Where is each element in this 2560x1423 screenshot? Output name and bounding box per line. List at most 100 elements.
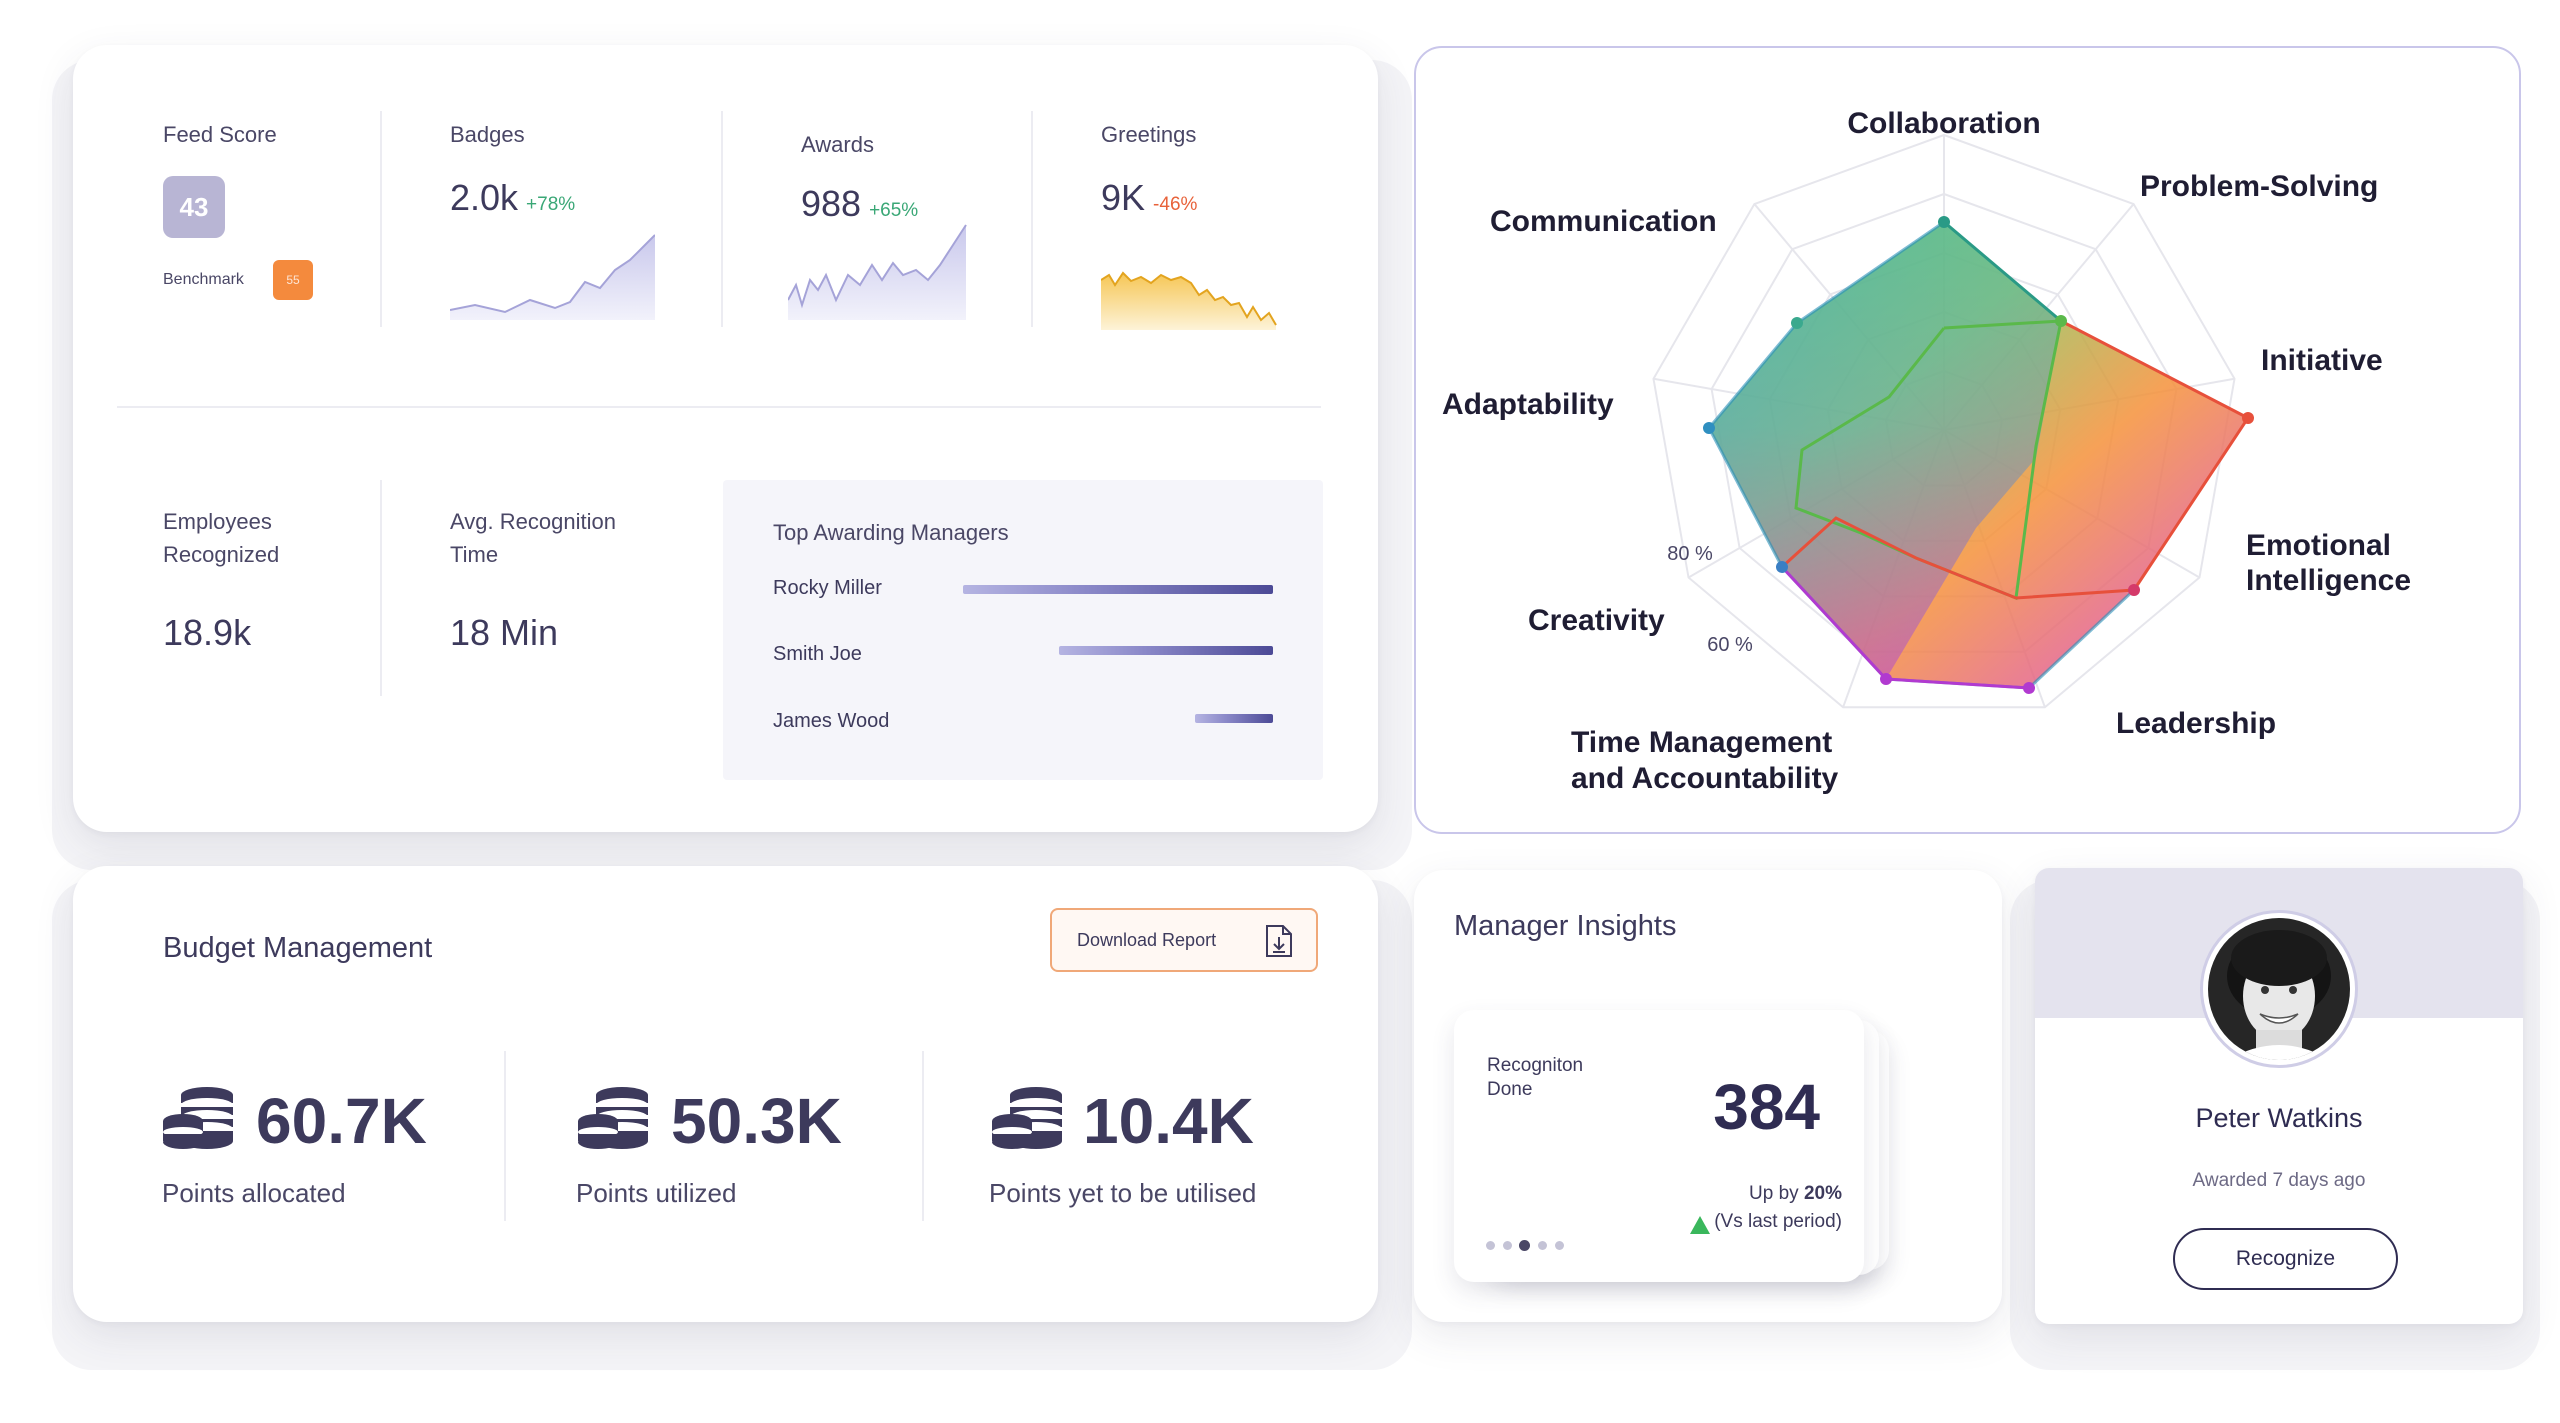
- radar-axis-label: Adaptability: [1442, 388, 1614, 421]
- badges-label: Badges: [450, 122, 525, 147]
- badges-sparkline: [450, 234, 655, 320]
- greetings-label: Greetings: [1101, 122, 1197, 147]
- radar-point: [1776, 561, 1788, 573]
- badges-delta: +78%: [526, 194, 576, 215]
- stats-card: Feed Score 43 Benchmark 55 Badges 2.0k +7…: [73, 45, 1378, 832]
- benchmark-value: 55: [273, 260, 313, 300]
- radar-axis-label-line: and Accountability: [1571, 762, 1839, 795]
- download-report-button[interactable]: Download Report: [1050, 908, 1318, 972]
- radar-axis-label: Emotional Intelligence: [2246, 529, 2411, 597]
- radar-point: [1938, 216, 1950, 228]
- recognition-change: Up by 20% (Vs last period): [1714, 1180, 1842, 1236]
- manager-bar: [1195, 714, 1273, 723]
- greetings-sparkline: [1101, 271, 1277, 330]
- radar-point: [2242, 412, 2254, 424]
- recognize-button[interactable]: Recognize: [2173, 1228, 2398, 1290]
- top-managers-panel: Top Awarding Managers Rocky Miller Smith…: [723, 480, 1323, 780]
- download-icon: [1266, 925, 1292, 957]
- manager-insights-card: Manager Insights Recogniton Done 384 Up …: [1414, 870, 2002, 1322]
- greetings-delta: -46%: [1153, 194, 1198, 215]
- divider: [922, 1051, 924, 1221]
- greetings-value-row: 9K -46%: [1101, 177, 1197, 219]
- awards-value: 988: [801, 183, 862, 224]
- greetings-value: 9K: [1101, 177, 1146, 218]
- radar-axis-label: Problem-Solving: [2140, 170, 2378, 203]
- awards-delta: +65%: [869, 200, 919, 221]
- divider: [504, 1051, 506, 1221]
- radar-shapes: [1703, 216, 2254, 694]
- benchmark-label: Benchmark: [163, 271, 244, 288]
- divider: [380, 480, 382, 696]
- manager-bar: [1059, 646, 1273, 655]
- recognition-done-label: Recogniton Done: [1487, 1055, 1584, 1100]
- points-utilized-label: Points utilized: [576, 1178, 737, 1208]
- carousel-dot-active[interactable]: [1519, 1240, 1530, 1251]
- avatar: [2208, 918, 2350, 1060]
- recognition-metric-card[interactable]: Recogniton Done 384 Up by 20% (Vs last p…: [1454, 1010, 1864, 1282]
- radar-axis-label: Collaboration: [1847, 107, 2040, 140]
- radar-point: [1880, 673, 1892, 685]
- carousel-dot[interactable]: [1538, 1241, 1547, 1250]
- radar-axis-label-line: Intelligence: [2246, 564, 2411, 597]
- employees-label: Employees Recognized: [163, 505, 279, 571]
- points-allocated-value: 60.7K: [256, 1085, 427, 1157]
- manager-name: Rocky Miller: [773, 577, 882, 599]
- radar-axis-label: Creativity: [1528, 604, 1665, 637]
- avg-time-label-line1: Avg. Recognition: [450, 509, 616, 534]
- radar-point: [2128, 584, 2140, 596]
- manager-name: Smith Joe: [773, 643, 862, 665]
- carousel-dot[interactable]: [1555, 1241, 1564, 1250]
- avatar-photo: [2208, 918, 2350, 1060]
- points-utilized-value: 50.3K: [671, 1085, 842, 1157]
- up-by-label: Up by: [1749, 1183, 1804, 1204]
- avg-time-label-line2: Time: [450, 542, 499, 567]
- radar-point: [2023, 682, 2035, 694]
- points-remaining-value: 10.4K: [1083, 1085, 1254, 1157]
- radar-point: [1703, 422, 1715, 434]
- coins-icon: [163, 1087, 233, 1149]
- budget-title: Budget Management: [163, 932, 433, 964]
- manager-insights-title: Manager Insights: [1454, 910, 1677, 942]
- awards-value-row: 988 +65%: [801, 183, 918, 225]
- radar-ring-label: 80 %: [1667, 543, 1713, 565]
- avg-time-label: Avg. Recognition Time: [450, 505, 616, 571]
- employees-label-line1: Employees: [163, 509, 272, 534]
- awards-sparkline: [788, 224, 967, 320]
- feed-score-value: 43: [163, 176, 225, 238]
- profile-name: Peter Watkins: [2195, 1103, 2363, 1133]
- radar-axis-label: Initiative: [2261, 344, 2383, 377]
- download-report-label: Download Report: [1077, 929, 1217, 950]
- radar-point: [1791, 317, 1803, 329]
- employees-label-line2: Recognized: [163, 542, 280, 567]
- radar-point: [2055, 315, 2067, 327]
- radar-axis-label: Communication: [1490, 205, 1717, 238]
- divider: [721, 111, 723, 327]
- badges-value: 2.0k: [450, 177, 519, 218]
- radar-axis-label: Leadership: [2116, 707, 2276, 740]
- profile-awarded-time: Awarded 7 days ago: [2192, 1170, 2366, 1191]
- carousel-dot[interactable]: [1503, 1241, 1512, 1250]
- recognition-period: (Vs last period): [1714, 1211, 1842, 1232]
- employees-value: 18.9k: [163, 612, 252, 653]
- awards-label: Awards: [801, 132, 874, 157]
- recognition-change-line: Up by 20%: [1714, 1180, 1842, 1208]
- top-managers-title: Top Awarding Managers: [773, 520, 1009, 545]
- radar-ring-label: 60 %: [1707, 634, 1753, 656]
- budget-card: Budget Management Download Report 60.7K …: [73, 866, 1378, 1322]
- recognition-done-value: 384: [1713, 1071, 1820, 1143]
- profile-card: Peter Watkins Awarded 7 days ago Recogni…: [2035, 868, 2523, 1324]
- divider: [380, 111, 382, 327]
- manager-name: James Wood: [773, 710, 890, 732]
- points-allocated-label: Points allocated: [162, 1178, 346, 1208]
- radar-axis-label-line: Emotional: [2246, 529, 2391, 562]
- radar-edge: [1943, 220, 2062, 323]
- radar-axis-label: Time Management and Accountability: [1571, 726, 1841, 795]
- avg-time-value: 18 Min: [450, 612, 559, 653]
- carousel-dot[interactable]: [1486, 1241, 1495, 1250]
- feed-score-label: Feed Score: [163, 122, 277, 147]
- radar-grid-ring: [1652, 133, 2236, 709]
- horizontal-divider: [117, 406, 1321, 408]
- radar-axis-label-line: Time Management: [1571, 726, 1832, 759]
- up-by-value: 20%: [1803, 1183, 1842, 1204]
- points-remaining-label: Points yet to be utilised: [989, 1178, 1257, 1208]
